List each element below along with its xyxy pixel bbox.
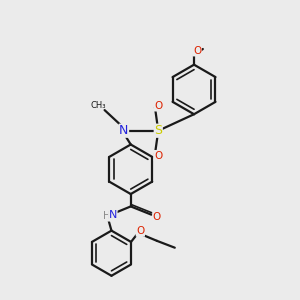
- Text: H: H: [103, 211, 110, 221]
- Text: O: O: [154, 101, 162, 111]
- Text: O: O: [193, 46, 202, 56]
- Text: N: N: [119, 124, 128, 137]
- Text: S: S: [154, 124, 162, 137]
- Text: O: O: [153, 212, 161, 222]
- Text: CH₃: CH₃: [91, 100, 106, 109]
- Text: O: O: [136, 226, 145, 236]
- Text: O: O: [154, 151, 162, 160]
- Text: N: N: [109, 210, 117, 220]
